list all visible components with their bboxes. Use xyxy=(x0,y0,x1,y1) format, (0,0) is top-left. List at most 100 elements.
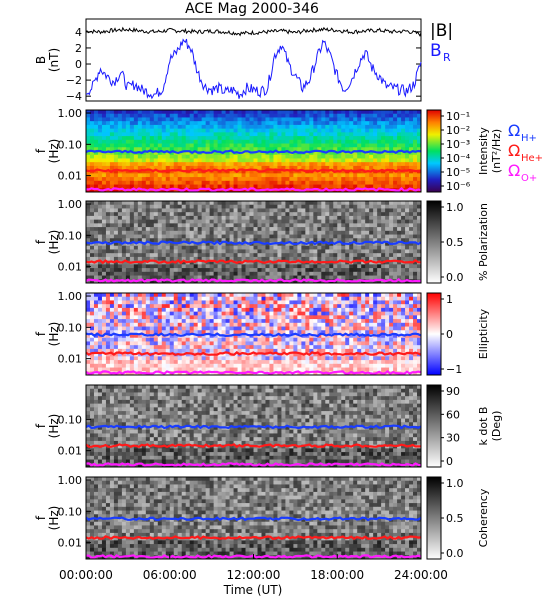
omega-o-symbol: Ω xyxy=(508,161,520,180)
freq-ytick-label: 0.01 xyxy=(58,261,83,274)
omega-h-subscript: H+ xyxy=(521,133,537,144)
gyro-he-line xyxy=(85,351,422,357)
br-line xyxy=(85,38,422,100)
br-legend: B xyxy=(430,41,442,61)
gyro-h-line xyxy=(85,424,422,430)
time-tick-label: 06:00:00 xyxy=(143,568,197,582)
colorbar-label: k dot B xyxy=(477,407,490,446)
spectrogram-panel-3: 1.00 0.10 0.01 f (Hz) 1 0 −1 Ellipticity xyxy=(34,290,490,376)
b-ytick-label: −2 xyxy=(66,74,82,87)
colorbar-tick-label: 1 xyxy=(446,293,453,306)
colorbar-tick-label: 10⁻⁴ xyxy=(446,152,471,165)
b-field-panel: B (nT) −4 −2 0 2 4 |B| B R xyxy=(34,18,453,103)
freq-ylabel: f xyxy=(34,515,48,520)
colorbar-tick-label: 60 xyxy=(446,408,460,421)
b-ytick-label: −4 xyxy=(66,90,82,103)
gyro-he-line xyxy=(85,168,422,174)
figure-title: ACE Mag 2000-346 xyxy=(185,1,319,17)
colorbar-label: Coherency xyxy=(477,488,490,547)
time-axis: 00:00:00 06:00:00 12:00:00 18:00:00 24:00:00 xyxy=(59,554,448,582)
panel-frame xyxy=(85,384,422,468)
colorbar-tick-label: 1.0 xyxy=(446,477,464,490)
colorbar xyxy=(426,292,442,376)
freq-ylabel: f xyxy=(34,239,48,244)
freq-ylabel-unit: (Hz) xyxy=(47,506,61,531)
freq-ytick-label: 1.00 xyxy=(58,107,83,120)
time-axis-label: Time (UT) xyxy=(223,583,283,597)
colorbar-tick-label: 0.5 xyxy=(446,512,464,525)
panel-frame xyxy=(85,292,422,376)
colorbar-tick-label: 30 xyxy=(446,432,460,445)
colorbar xyxy=(426,476,442,560)
freq-ytick-label: 0.10 xyxy=(58,413,83,426)
gyro-h-line xyxy=(85,516,422,522)
time-tick-label: 18:00:00 xyxy=(310,568,364,582)
freq-ylabel-unit: (Hz) xyxy=(47,230,61,255)
time-tick-label: 12:00:00 xyxy=(227,568,281,582)
spectrogram-cells xyxy=(86,385,422,468)
colorbar-tick-label: −1 xyxy=(446,363,462,376)
colorbar-tick-label: 10⁻¹ xyxy=(446,110,470,123)
freq-ytick-label: 0.10 xyxy=(58,505,83,518)
colorbar-tick-label: 0.5 xyxy=(446,236,464,249)
gyro-o-line xyxy=(86,186,422,193)
colorbar-unit: (nT²/Hz) xyxy=(490,129,503,173)
b-ytick-label: 0 xyxy=(75,58,82,71)
br-legend-subscript: R xyxy=(443,51,451,64)
gyro-o-line xyxy=(85,370,422,376)
colorbar-tick-label: 1.0 xyxy=(446,201,464,214)
colorbar-tick-label: 10⁻⁶ xyxy=(446,180,471,193)
omega-he-symbol: Ω xyxy=(508,141,520,160)
freq-ytick-label: 0.10 xyxy=(58,321,83,334)
spectrogram-panel-2: 1.00 0.10 0.01 f (Hz) 1.0 0.5 0.0 % Polarization xyxy=(34,198,490,284)
spectrogram-panel-1: 1.00 0.10 0.01 f (Hz) 10⁻¹10⁻²10⁻³10⁻⁴10⁻⁵10⁻… xyxy=(34,107,503,193)
colorbar-tick-label: 10⁻⁵ xyxy=(446,166,470,179)
gyrofrequency-legend: Ω H+ Ω He+ Ω O+ xyxy=(508,121,543,184)
time-tick-label: 00:00:00 xyxy=(59,568,113,582)
colorbar-tick-label: 90 xyxy=(446,385,460,398)
freq-ylabel-unit: (Hz) xyxy=(47,139,61,164)
freq-ylabel: f xyxy=(34,331,48,336)
colorbar xyxy=(426,200,442,284)
omega-he-subscript: He+ xyxy=(521,153,543,164)
colorbar xyxy=(426,384,442,468)
spectrogram-panel-5: 1.00 0.10 0.01 f (Hz) 1.0 0.5 0.0 Coherency xyxy=(34,474,490,560)
freq-ytick-label: 0.10 xyxy=(58,229,83,242)
colorbar-tick-label: 0 xyxy=(446,328,453,341)
colorbar-label: Intensity xyxy=(477,127,490,175)
gyro-h-line xyxy=(85,149,422,155)
b-ytick-label: 4 xyxy=(75,26,82,39)
colorbar-tick-label: 0 xyxy=(446,455,453,468)
freq-ylabel: f xyxy=(34,423,48,428)
colorbar-unit: (Deg) xyxy=(490,411,503,442)
freq-ylabel: f xyxy=(34,148,48,153)
panel-frame xyxy=(85,200,422,284)
gyro-o-line xyxy=(85,462,422,468)
b-field-ylabel: B xyxy=(34,56,48,64)
freq-ylabel-unit: (Hz) xyxy=(47,322,61,347)
colorbar-label: % Polarization xyxy=(477,203,490,281)
colorbar-tick-label: 0.0 xyxy=(446,271,464,284)
freq-ytick-label: 1.00 xyxy=(58,198,83,211)
colorbar-tick-label: 0.0 xyxy=(446,547,464,560)
freq-ytick-label: 1.00 xyxy=(58,474,83,487)
gyro-he-line xyxy=(85,535,422,541)
colorbar-label: Ellipticity xyxy=(477,308,490,359)
freq-ytick-label: 0.01 xyxy=(58,170,83,183)
panel-frame xyxy=(85,109,422,193)
b-field-ylabel-unit: (nT) xyxy=(47,48,61,72)
spectrogram-cells xyxy=(86,201,422,284)
spectrogram-cells xyxy=(86,110,422,193)
gyro-h-line xyxy=(85,332,422,338)
btotal-legend: |B| xyxy=(430,21,453,41)
colorbar-tick-label: 10⁻³ xyxy=(446,138,470,151)
freq-ylabel-unit: (Hz) xyxy=(47,414,61,439)
freq-ytick-label: 0.01 xyxy=(58,445,83,458)
freq-ytick-label: 0.01 xyxy=(58,353,83,366)
b-ytick-label: 2 xyxy=(75,42,82,55)
freq-ytick-label: 1.00 xyxy=(58,290,83,303)
omega-h-symbol: Ω xyxy=(508,121,520,140)
freq-ytick-label: 0.10 xyxy=(58,138,83,151)
freq-ytick-label: 0.01 xyxy=(58,537,83,550)
